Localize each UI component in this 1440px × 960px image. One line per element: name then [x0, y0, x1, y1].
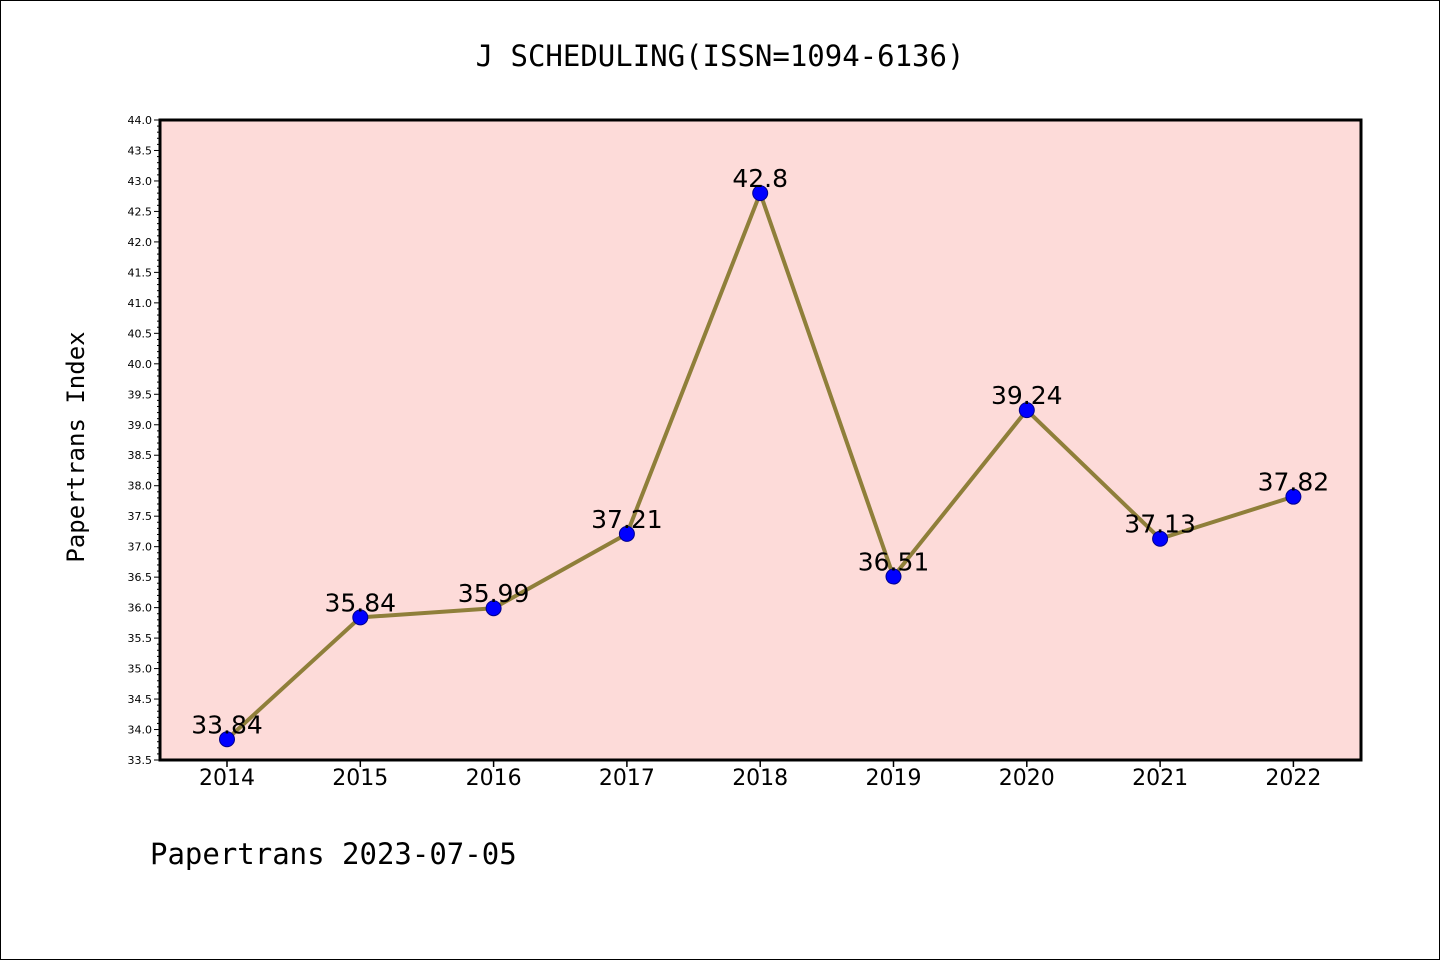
x-tick-label: 2019 [866, 766, 922, 791]
x-tick-label: 2020 [999, 766, 1055, 791]
x-tick-label: 2017 [599, 766, 655, 791]
x-tick-label: 2022 [1265, 766, 1321, 791]
y-tick-label: 37.5 [128, 510, 153, 523]
y-tick-label: 35.5 [128, 632, 153, 645]
y-tick-label: 34.5 [128, 693, 153, 706]
y-tick-label: 37.0 [128, 541, 153, 554]
data-point-2018 [752, 185, 769, 202]
data-point-2015 [352, 609, 369, 626]
y-tick-label: 42.0 [128, 236, 153, 249]
y-tick-label: 40.0 [128, 358, 153, 371]
y-tick-label: 35.0 [128, 663, 153, 676]
x-tick-label: 2021 [1132, 766, 1188, 791]
data-points [219, 185, 1302, 748]
y-tick-label: 39.0 [128, 419, 153, 432]
y-tick-label: 41.5 [128, 266, 153, 279]
plot-area [160, 120, 1361, 760]
data-label-2020: 39.24 [991, 381, 1063, 410]
data-label-2015: 35.84 [325, 588, 397, 617]
y-axis-label: Papertrans Index [62, 331, 90, 562]
data-label-2014: 33.84 [191, 710, 263, 739]
data-label-2021: 37.13 [1124, 510, 1196, 539]
y-tick-label: 38.5 [128, 449, 153, 462]
y-tick-label: 43.0 [128, 175, 153, 188]
data-labels: 33.84 35.84 35.99 37.21 42.8 36.51 39.24 37.13 3… [191, 164, 1329, 739]
data-point-2020 [1018, 402, 1035, 419]
y-tick-label: 44.0 [128, 114, 153, 127]
y-tick-label: 41.0 [128, 297, 153, 310]
y-tick-label: 38.0 [128, 480, 153, 493]
data-point-2019 [885, 568, 902, 585]
data-point-2016 [485, 600, 502, 617]
y-tick-label: 34.0 [128, 724, 153, 737]
plot-border [158, 118, 1363, 762]
data-label-2019: 36.51 [858, 548, 930, 577]
data-label-2022: 37.82 [1258, 468, 1330, 497]
data-label-2016: 35.99 [458, 579, 530, 608]
data-point-2014 [219, 731, 235, 748]
y-tick-label: 43.5 [128, 144, 153, 157]
x-tick-label: 2014 [199, 766, 255, 791]
x-tick-label: 2015 [332, 766, 388, 791]
chart-title: J SCHEDULING(ISSN=1094-6136) [476, 39, 965, 73]
x-tick-label: 2016 [466, 766, 522, 791]
data-label-2018: 42.8 [732, 164, 788, 193]
y-tick-label: 33.5 [128, 754, 153, 767]
y-tick-label: 36.0 [128, 602, 153, 615]
data-point-2021 [1152, 530, 1169, 547]
x-tick-label: 2018 [732, 766, 788, 791]
y-tick-label: 39.5 [128, 388, 153, 401]
footer-text: Papertrans 2023-07-05 [150, 837, 517, 871]
data-point-2022 [1285, 488, 1302, 505]
axis-ticks: 33.5 34.0 34.5 35.0 35.5 36.0 36.5 37.0 37.5 38.0… [128, 114, 1322, 791]
y-tick-label: 42.5 [128, 205, 153, 218]
y-tick-label: 36.5 [128, 571, 153, 584]
y-tick-label: 40.5 [128, 327, 153, 340]
data-point-2017 [618, 525, 635, 542]
data-label-2017: 37.21 [591, 505, 663, 534]
